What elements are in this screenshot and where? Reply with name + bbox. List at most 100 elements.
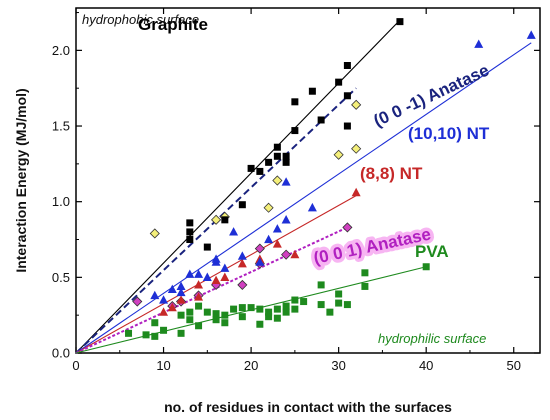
- data-point-5: [422, 263, 430, 271]
- data-point-4: [237, 279, 248, 290]
- data-point-5: [125, 329, 133, 337]
- data-point-0: [291, 127, 299, 135]
- data-point-4: [254, 243, 265, 254]
- data-point-5: [282, 308, 290, 316]
- data-point-4: [342, 222, 353, 233]
- plot-frame: [75, 7, 541, 354]
- data-point-5: [335, 299, 343, 307]
- data-point-1: [149, 228, 160, 239]
- data-point-5: [195, 302, 203, 310]
- data-point-5: [221, 311, 229, 319]
- data-point-1: [351, 99, 362, 110]
- data-point-1: [211, 214, 222, 225]
- data-point-0: [247, 164, 255, 172]
- data-point-5: [317, 301, 325, 309]
- data-point-2: [307, 202, 317, 212]
- data-point-2: [185, 269, 195, 278]
- data-point-3: [272, 239, 282, 248]
- data-point-2: [474, 39, 484, 48]
- data-point-3: [211, 275, 221, 284]
- data-point-5: [238, 304, 246, 312]
- data-point-5: [203, 308, 211, 316]
- series-label-3: (8,8) NT: [360, 164, 423, 183]
- data-point-0: [256, 167, 264, 175]
- data-point-5: [273, 314, 281, 322]
- data-point-0: [335, 78, 343, 86]
- fit-line-4: [75, 226, 348, 354]
- data-point-0: [186, 219, 194, 227]
- data-point-5: [151, 319, 159, 327]
- data-point-5: [195, 322, 203, 330]
- data-point-5: [177, 329, 185, 337]
- data-point-2: [176, 287, 186, 297]
- data-point-0: [186, 228, 194, 236]
- data-point-1: [351, 143, 362, 154]
- data-point-3: [237, 258, 247, 268]
- data-point-0: [265, 158, 273, 166]
- data-point-2: [526, 30, 536, 39]
- data-point-1: [333, 149, 344, 160]
- data-point-0: [282, 152, 290, 160]
- data-point-3: [351, 187, 361, 197]
- data-point-5: [160, 326, 168, 334]
- data-point-5: [186, 308, 194, 316]
- series-label-1: (0 0 -1) Anatase: [371, 61, 492, 131]
- data-point-5: [247, 304, 255, 312]
- y-tick-label: 1.5: [52, 119, 70, 134]
- data-point-0: [308, 87, 316, 95]
- data-point-2: [167, 284, 177, 294]
- data-point-0: [291, 98, 299, 106]
- series-label-5: PVA: [415, 242, 449, 261]
- data-point-3: [176, 295, 186, 304]
- data-point-5: [265, 313, 273, 321]
- y-tick-label: 0.5: [52, 270, 70, 285]
- annotation-0: hydrophobic surface: [82, 12, 199, 27]
- data-point-5: [317, 281, 325, 289]
- data-point-5: [212, 310, 220, 318]
- data-point-5: [177, 311, 185, 319]
- data-point-4: [281, 249, 292, 260]
- data-point-2: [176, 281, 186, 291]
- x-tick-label: 50: [507, 358, 521, 373]
- data-point-3: [167, 302, 177, 312]
- data-point-2: [281, 177, 291, 186]
- data-point-0: [273, 152, 281, 160]
- data-point-3: [159, 307, 169, 316]
- data-point-5: [212, 316, 220, 324]
- data-point-2: [211, 254, 221, 263]
- data-point-0: [396, 18, 404, 26]
- data-point-0: [343, 122, 351, 130]
- series-label-2: (10,10) NT: [408, 124, 490, 143]
- x-tick-label: 30: [331, 358, 345, 373]
- data-point-2: [272, 224, 282, 233]
- data-point-2: [229, 227, 239, 236]
- data-point-0: [343, 92, 351, 100]
- data-point-2: [220, 263, 230, 272]
- data-point-0: [203, 243, 211, 251]
- data-point-0: [273, 143, 281, 151]
- data-point-3: [194, 292, 204, 301]
- data-point-5: [361, 282, 369, 290]
- data-point-3: [194, 280, 204, 289]
- x-tick-label: 0: [72, 358, 79, 373]
- data-point-5: [300, 298, 308, 306]
- data-point-5: [282, 302, 290, 310]
- x-tick-label: 20: [244, 358, 258, 373]
- x-tick-label: 40: [419, 358, 433, 373]
- data-point-2: [194, 269, 204, 278]
- data-point-5: [265, 308, 273, 316]
- series-label-0: Graphite: [138, 15, 208, 34]
- data-point-0: [221, 216, 229, 224]
- y-axis-title: Interaction Energy (MJ/mol): [13, 88, 29, 272]
- data-point-3: [290, 249, 300, 259]
- data-point-5: [238, 313, 246, 321]
- data-point-5: [291, 305, 299, 313]
- data-point-2: [150, 290, 160, 300]
- data-point-5: [142, 331, 150, 339]
- data-point-0: [186, 236, 194, 244]
- data-point-2: [202, 272, 212, 281]
- data-point-5: [343, 301, 351, 309]
- data-point-5: [256, 320, 264, 328]
- x-axis-title: no. of residues in contact with the surf…: [164, 399, 452, 415]
